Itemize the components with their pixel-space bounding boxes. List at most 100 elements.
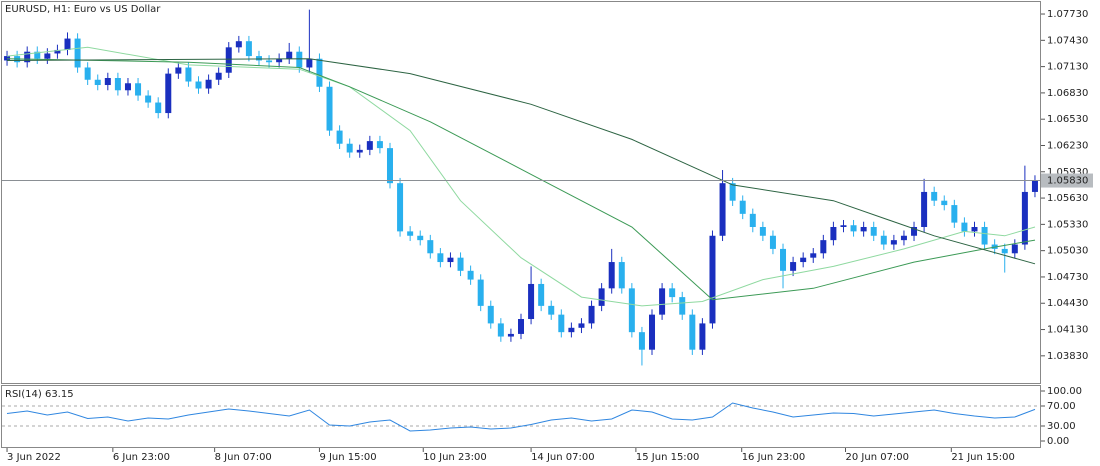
candle-body <box>94 79 101 86</box>
candle-body <box>175 67 182 74</box>
candle-body <box>276 58 283 63</box>
candle-body <box>356 149 363 153</box>
y-tick-label: 1.05930 <box>1047 167 1088 178</box>
candle-body <box>679 297 686 315</box>
candle-body <box>235 41 242 48</box>
candle-body <box>386 148 393 184</box>
x-tick-label: 3 Jun 2022 <box>7 452 61 463</box>
candle-body <box>719 183 726 236</box>
candle-body <box>34 51 41 59</box>
candle-body <box>155 102 162 114</box>
candle-body <box>649 314 656 350</box>
candle-body <box>659 288 666 315</box>
candle-body <box>1011 244 1018 254</box>
y-tick-label: 70.00 <box>1047 401 1076 412</box>
candle-body <box>931 191 938 201</box>
candle-body <box>1001 248 1008 254</box>
candle-body <box>507 333 514 337</box>
candle-body <box>417 235 424 241</box>
moving-average <box>6 46 1036 307</box>
candle-body <box>195 81 202 89</box>
moving-average <box>6 58 1036 265</box>
candle-body <box>1031 180 1038 192</box>
candle-body <box>880 235 887 245</box>
candle-body <box>578 323 585 328</box>
candle-body <box>709 235 716 324</box>
x-tick-label: 14 Jun 07:00 <box>531 452 595 463</box>
candle-body <box>114 78 121 91</box>
candle-body <box>699 323 706 350</box>
candle-body <box>84 67 91 80</box>
candle-body <box>286 51 293 59</box>
candle-body <box>638 332 645 350</box>
candle-body <box>225 47 232 73</box>
candle-body <box>860 226 867 232</box>
y-tick-label: 1.03830 <box>1047 351 1088 362</box>
candle-body <box>538 283 545 306</box>
x-tick-label: 8 Jun 07:00 <box>215 452 272 463</box>
candle-body <box>608 262 615 289</box>
candle-body <box>1021 191 1028 245</box>
x-tick-label: 21 Jun 15:00 <box>951 452 1015 463</box>
candle-body <box>245 41 252 57</box>
candle-body <box>487 305 494 324</box>
candle-body <box>729 183 736 201</box>
candle-body <box>780 248 787 271</box>
y-tick-label: 0.00 <box>1047 436 1069 447</box>
moving-average <box>6 58 1036 301</box>
candle-body <box>820 240 827 254</box>
candle-body <box>971 226 978 232</box>
candle-body <box>407 231 414 236</box>
price-label: 1.05830 <box>1047 176 1088 187</box>
y-tick-label: 1.05630 <box>1047 193 1088 204</box>
candle-body <box>397 183 404 232</box>
candle-body <box>54 49 61 54</box>
candle-body <box>961 222 968 232</box>
candle-body <box>437 253 444 263</box>
candle-body <box>497 323 504 337</box>
candle-body <box>951 205 958 223</box>
candle-body <box>890 240 897 245</box>
candle-body <box>800 257 807 263</box>
candle-body <box>74 38 81 68</box>
x-tick-label: 16 Jun 23:00 <box>742 452 806 463</box>
candle-body <box>598 288 605 306</box>
candle-body <box>44 53 51 59</box>
candle-body <box>618 262 625 289</box>
candle-body <box>104 78 111 86</box>
y-tick-label: 100.00 <box>1047 386 1082 397</box>
candle-body <box>326 86 333 131</box>
candle-body <box>336 130 343 144</box>
y-tick-label: 30.00 <box>1047 421 1076 432</box>
candle-body <box>759 226 766 236</box>
candle-body <box>316 58 323 87</box>
candle-body <box>669 288 676 298</box>
candle-body <box>941 200 948 206</box>
candle-body <box>427 240 434 254</box>
y-tick-label: 1.05330 <box>1047 219 1088 230</box>
x-tick-label: 15 Jun 15:00 <box>636 452 700 463</box>
y-tick-label: 1.06230 <box>1047 140 1088 151</box>
candle-body <box>24 51 31 63</box>
y-tick-label: 1.06530 <box>1047 114 1088 125</box>
candle-body <box>900 235 907 241</box>
candle-body <box>215 72 222 80</box>
candle-body <box>548 305 555 315</box>
candle-body <box>266 60 273 63</box>
candle-body <box>558 314 565 333</box>
candle-body <box>588 305 595 324</box>
candle-body <box>568 327 575 333</box>
candle-body <box>135 83 142 96</box>
candle-body <box>739 200 746 214</box>
candle-body <box>749 213 756 227</box>
candle-body <box>124 83 131 91</box>
candle-body <box>769 235 776 249</box>
y-tick-label: 1.07130 <box>1047 62 1088 73</box>
candle-body <box>346 143 353 153</box>
candle-body <box>145 95 152 103</box>
candle-body <box>64 38 71 50</box>
rsi-title: RSI(14) 63.15 <box>5 389 74 400</box>
y-tick-label: 1.07730 <box>1047 9 1088 20</box>
